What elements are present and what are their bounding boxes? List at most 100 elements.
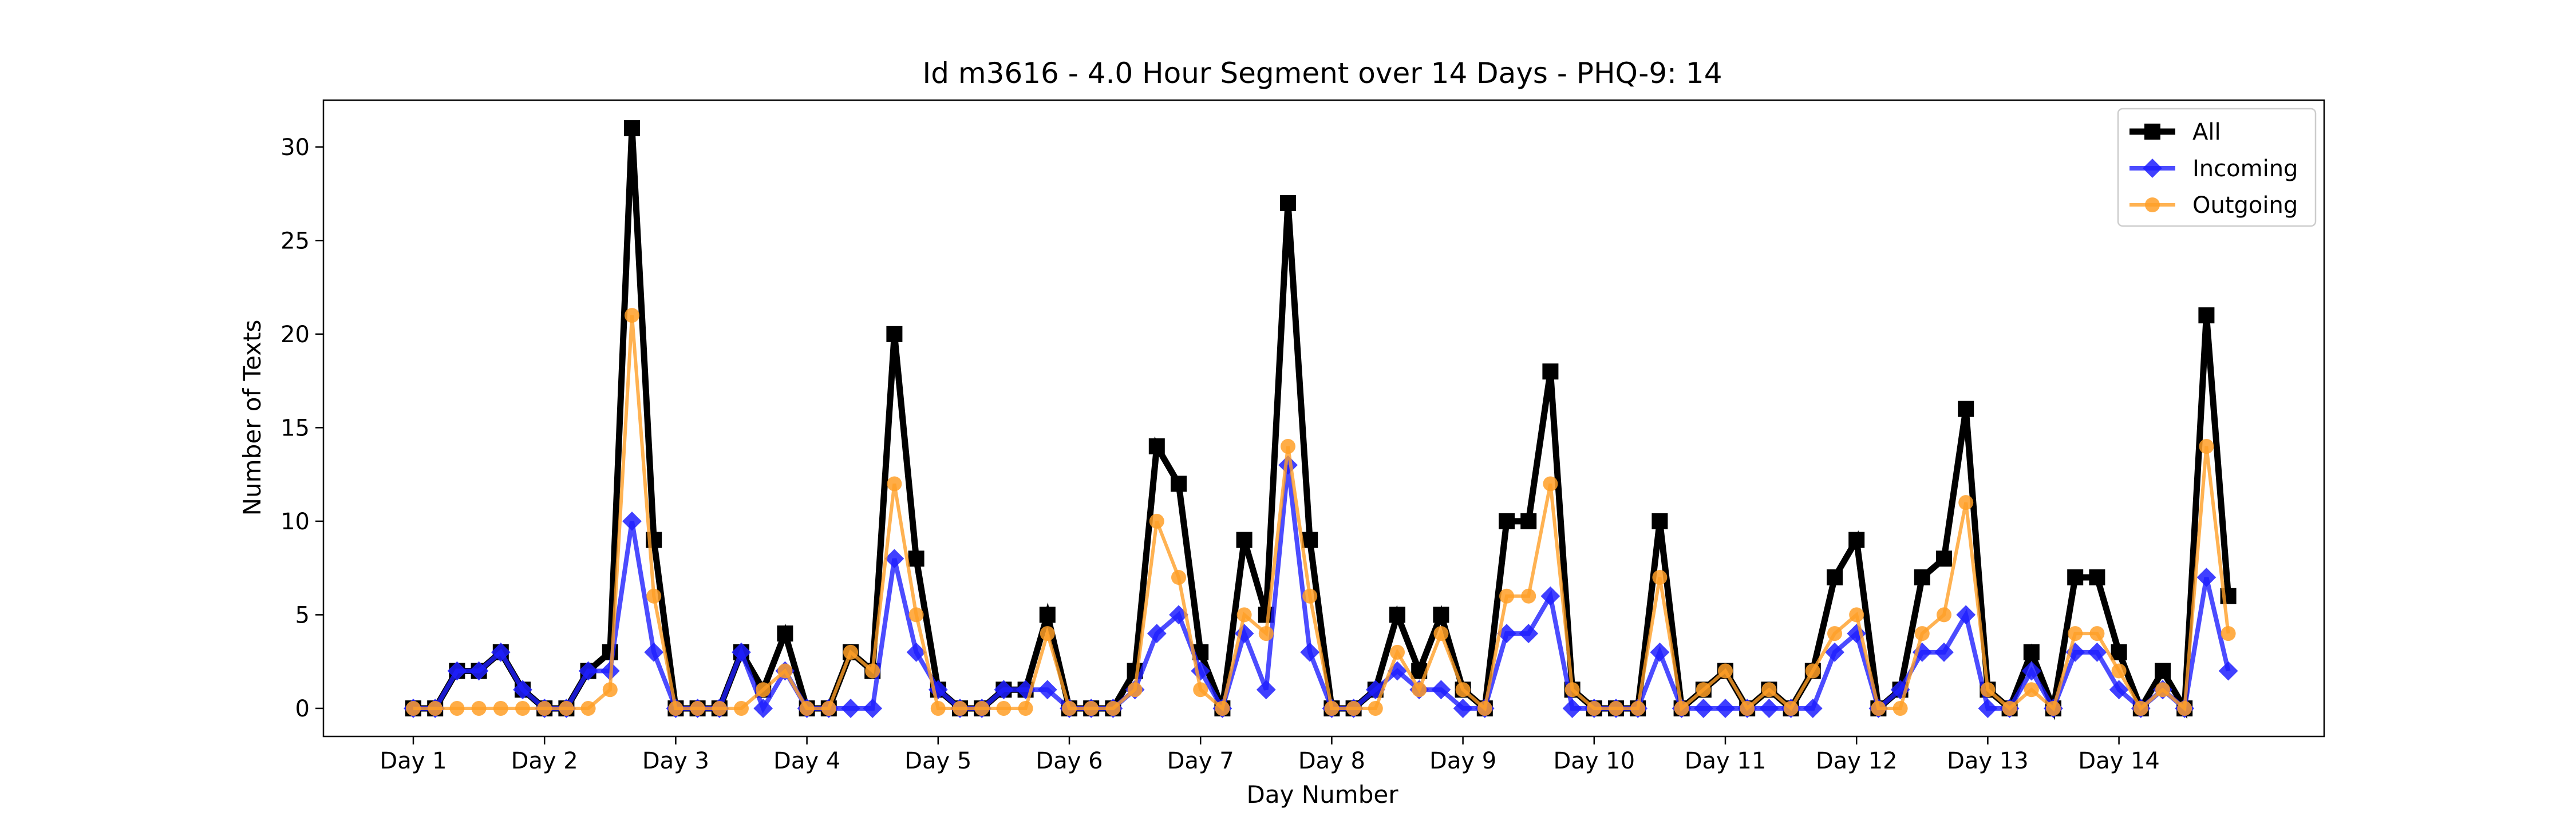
data-point-incoming	[1956, 605, 1976, 625]
data-point-incoming	[753, 699, 773, 718]
data-point-outgoing	[865, 663, 880, 679]
data-point-incoming	[863, 699, 883, 718]
data-point-incoming	[1803, 699, 1823, 718]
x-tick-label: Day 1	[380, 748, 447, 774]
data-point-outgoing	[1980, 682, 1996, 698]
data-point-outgoing	[1958, 495, 1974, 510]
data-point-outgoing	[1477, 700, 1492, 716]
data-point-outgoing	[1018, 700, 1033, 716]
data-point-outgoing	[2089, 626, 2105, 641]
data-point-all	[1652, 513, 1668, 529]
data-point-incoming	[1300, 642, 1320, 662]
data-point-outgoing	[493, 700, 508, 716]
legend-marker-all	[2144, 124, 2160, 140]
data-point-outgoing	[1783, 700, 1799, 716]
data-point-incoming	[1650, 642, 1670, 662]
data-point-all	[1280, 195, 1296, 211]
data-point-incoming	[1825, 642, 1844, 662]
x-tick-label: Day 5	[904, 748, 971, 774]
data-point-incoming	[1716, 699, 1735, 718]
data-point-incoming	[1388, 661, 1407, 681]
x-tick-label: Day 3	[642, 748, 709, 774]
data-point-outgoing	[1215, 700, 1230, 716]
data-point-all	[1542, 363, 1559, 380]
data-point-outgoing	[712, 700, 727, 716]
y-tick-label: 5	[295, 602, 310, 628]
y-tick-label: 0	[295, 696, 310, 722]
data-point-incoming	[1540, 586, 1560, 606]
legend-marker-incoming	[2143, 159, 2162, 178]
data-point-outgoing	[1630, 700, 1646, 716]
data-point-outgoing	[1761, 682, 1777, 698]
data-point-incoming	[906, 642, 926, 662]
data-point-outgoing	[1368, 700, 1383, 716]
data-point-outgoing	[2221, 626, 2236, 641]
data-point-all	[1389, 607, 1405, 623]
data-point-outgoing	[602, 682, 618, 698]
data-point-all	[1827, 569, 1843, 585]
data-point-outgoing	[2024, 682, 2039, 698]
data-point-outgoing	[1171, 570, 1186, 585]
data-point-incoming	[994, 680, 1014, 700]
x-tick-label: Day 2	[511, 748, 578, 774]
data-point-outgoing	[2177, 700, 2192, 716]
data-point-incoming	[1912, 642, 1932, 662]
data-point-outgoing	[2199, 439, 2214, 454]
data-point-outgoing	[1412, 682, 1427, 698]
data-point-incoming	[469, 661, 489, 681]
data-point-outgoing	[930, 700, 946, 716]
data-point-outgoing	[734, 700, 749, 716]
data-point-outgoing	[1105, 700, 1121, 716]
data-point-outgoing	[1937, 607, 1951, 623]
series-layer	[404, 120, 2238, 720]
data-point-outgoing	[1258, 626, 1274, 641]
plot-frame	[322, 99, 2325, 738]
legend-entry-outgoing: Outgoing	[2129, 192, 2298, 219]
data-point-incoming	[1693, 699, 1713, 718]
data-point-outgoing	[1564, 682, 1580, 698]
data-point-outgoing	[668, 700, 683, 716]
data-point-incoming	[1147, 624, 1167, 644]
data-point-all	[1848, 532, 1865, 548]
y-tick-label: 20	[280, 322, 310, 348]
data-point-outgoing	[1827, 626, 1842, 641]
data-point-outgoing	[580, 700, 596, 716]
data-point-outgoing	[1127, 682, 1143, 698]
data-point-outgoing	[799, 700, 815, 716]
data-point-incoming	[1234, 624, 1254, 644]
legend: All Incoming Outgoing	[2117, 108, 2317, 227]
data-point-outgoing	[2068, 626, 2083, 641]
data-point-incoming	[928, 680, 948, 700]
data-point-outgoing	[1543, 476, 1558, 492]
data-point-outgoing	[1346, 700, 1361, 716]
data-point-outgoing	[1609, 700, 1623, 716]
data-point-all	[1499, 513, 1515, 529]
data-point-outgoing	[843, 644, 858, 660]
data-point-incoming	[841, 699, 860, 718]
data-point-all	[2067, 569, 2084, 585]
x-tick-label: Day 13	[1947, 748, 2029, 774]
y-tick-label: 15	[280, 415, 310, 441]
data-point-outgoing	[974, 700, 990, 716]
data-point-outgoing	[756, 682, 771, 698]
data-point-incoming	[513, 680, 532, 700]
data-point-outgoing	[1433, 626, 1449, 641]
data-point-incoming	[1431, 680, 1451, 700]
data-point-outgoing	[428, 700, 443, 716]
data-point-outgoing	[1696, 682, 1711, 698]
tick-layer: 0 5 10 15 20 25 30 Day 1 Day 2 Day 3 Day 4 Day 5 Day…	[280, 134, 2160, 774]
data-point-outgoing	[821, 700, 836, 716]
data-point-outgoing	[449, 700, 465, 716]
data-point-outgoing	[908, 607, 924, 623]
data-point-outgoing	[1084, 700, 1099, 716]
data-point-outgoing	[625, 308, 639, 323]
data-point-all	[2198, 307, 2215, 324]
chart-title: Id m3616 - 4.0 Hour Segment over 14 Days…	[922, 57, 1722, 90]
data-point-all	[2023, 644, 2040, 660]
y-tick-label: 25	[280, 228, 310, 254]
legend-marker-outgoing	[2145, 197, 2160, 212]
data-point-incoming	[1453, 699, 1473, 718]
data-point-all	[1148, 438, 1165, 455]
data-point-incoming	[2087, 642, 2107, 662]
